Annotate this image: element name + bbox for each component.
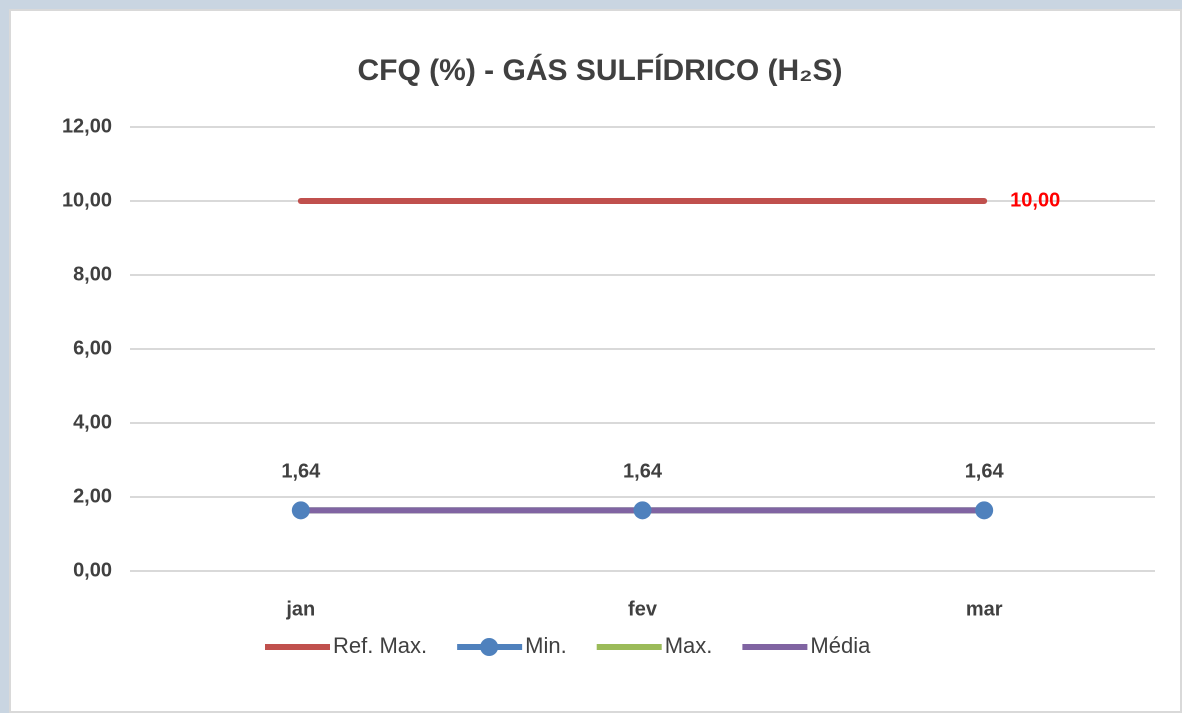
legend-marker — [480, 638, 499, 656]
legend-label: Ref. Max. — [333, 633, 427, 658]
y-tick-label: 4,00 — [73, 411, 112, 433]
data-label: 10,00 — [1010, 189, 1060, 211]
chart-title: CFQ (%) - GÁS SULFÍDRICO (H₂S) — [358, 53, 843, 87]
y-tick-label: 8,00 — [73, 263, 112, 285]
point-marker — [975, 501, 994, 520]
legend-label: Min. — [525, 633, 567, 658]
point-marker — [291, 501, 310, 520]
y-tick-label: 12,00 — [62, 115, 112, 137]
data-label: 1,64 — [965, 461, 1005, 483]
chart-panel — [9, 9, 1182, 713]
y-tick-label: 10,00 — [62, 189, 112, 211]
legend-label: Média — [810, 633, 871, 658]
data-label: 1,64 — [623, 461, 663, 483]
point-marker — [633, 501, 652, 520]
y-tick-label: 6,00 — [73, 337, 112, 359]
x-tick-label: mar — [966, 598, 1003, 620]
y-tick-label: 0,00 — [73, 559, 112, 581]
legend-label: Max. — [665, 633, 713, 658]
data-label: 1,64 — [281, 461, 321, 483]
y-tick-label: 2,00 — [73, 485, 112, 507]
x-tick-label: fev — [628, 598, 658, 620]
x-tick-label: jan — [285, 598, 315, 620]
